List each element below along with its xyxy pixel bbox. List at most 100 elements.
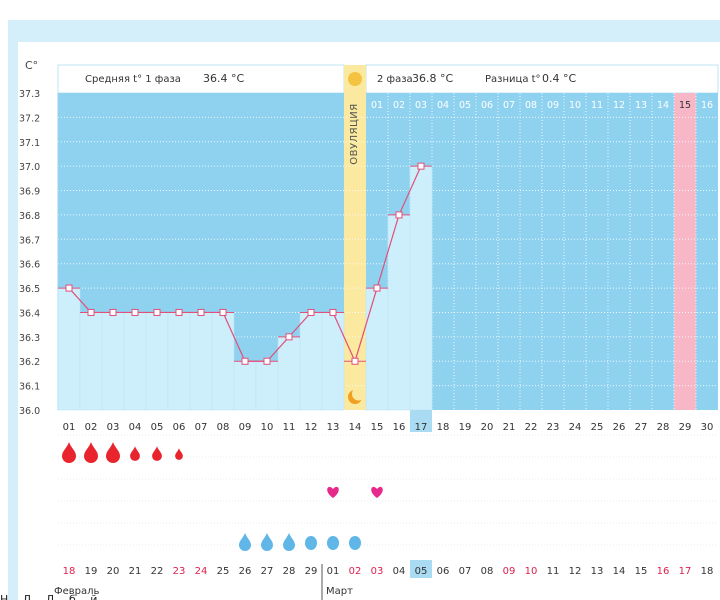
calendar-date-label: 16 bbox=[657, 566, 670, 577]
calendar-date-label: 11 bbox=[547, 566, 560, 577]
chart-bars-layer bbox=[57, 165, 433, 411]
temperature-bar bbox=[233, 360, 257, 411]
water-drop-icon bbox=[239, 533, 251, 551]
y-tick-label: 36.9 bbox=[19, 187, 40, 198]
calendar-date-label: 18 bbox=[701, 566, 714, 577]
calendar-date-label: 06 bbox=[437, 566, 450, 577]
cycle-day-label: 08 bbox=[217, 422, 230, 433]
temperature-point bbox=[241, 357, 249, 365]
temperature-point bbox=[153, 308, 161, 316]
phase2-header-box bbox=[365, 64, 719, 94]
chart-text-layer: C° Средняя t° 1 фаза 36.4 °C 2 фаза 36.8… bbox=[25, 59, 576, 165]
calendar-date-label: 20 bbox=[107, 566, 120, 577]
calendar-highlight-cell bbox=[410, 560, 432, 578]
phase2-day-label: 05 bbox=[459, 100, 471, 111]
difference-label: Разница t° bbox=[485, 74, 541, 85]
calendar-date-label: 08 bbox=[481, 566, 494, 577]
phase2-label: 2 фаза bbox=[377, 74, 413, 85]
y-tick-label: 37.0 bbox=[19, 162, 40, 173]
temperature-bar bbox=[387, 214, 411, 411]
temperature-point bbox=[395, 211, 403, 219]
temperature-bar bbox=[123, 312, 147, 411]
phase1-summary: Средняя t° 1 фаза 36.4 °C bbox=[85, 72, 244, 85]
cycle-day-label: 17 bbox=[415, 422, 428, 433]
water-drop-icon bbox=[261, 533, 273, 551]
phase2-day-label: 13 bbox=[635, 100, 647, 111]
phase2-value: 36.8 °C bbox=[412, 72, 453, 85]
temperature-point bbox=[373, 284, 381, 292]
calendar-date-label: 22 bbox=[151, 566, 164, 577]
phase2-day-label: 01 bbox=[371, 100, 383, 111]
temperature-bar bbox=[299, 312, 323, 411]
temperature-point bbox=[351, 357, 359, 365]
cycle-day-label: 19 bbox=[459, 422, 472, 433]
cycle-day-label: 26 bbox=[613, 422, 626, 433]
y-tick-label: 36.3 bbox=[19, 333, 40, 344]
cycle-day-label: 07 bbox=[195, 422, 208, 433]
cycle-day-label: 28 bbox=[657, 422, 670, 433]
temperature-bar bbox=[365, 287, 389, 411]
footer-legend: Н… Д… Д… б… й… bbox=[0, 593, 109, 600]
cycle-day-label: 11 bbox=[283, 422, 296, 433]
sun-icon bbox=[348, 72, 362, 86]
calendar-date-label: 25 bbox=[217, 566, 230, 577]
temperature-line-layer bbox=[58, 162, 432, 365]
phase2-day-label: 10 bbox=[569, 100, 581, 111]
water-drop-icon bbox=[283, 533, 295, 551]
calendar-date-label: 02 bbox=[349, 566, 362, 577]
heart-icon bbox=[327, 486, 339, 498]
blood-drop-icon bbox=[106, 442, 120, 463]
axis-labels-layer: 37.3 37.2 37.1 37.0 36.9 36.8 36.7 36.6 36.5 36.4… bbox=[19, 89, 713, 600]
blood-drop-icon bbox=[84, 442, 98, 463]
temperature-point bbox=[87, 308, 95, 316]
temperature-point bbox=[109, 308, 117, 316]
blood-drop-icon bbox=[130, 446, 140, 461]
temperature-bar bbox=[189, 312, 213, 411]
phase2-day-label: 11 bbox=[591, 100, 603, 111]
cycle-day-label: 25 bbox=[591, 422, 604, 433]
cycle-day-label: 20 bbox=[481, 422, 494, 433]
cycle-day-label: 03 bbox=[107, 422, 120, 433]
cycle-day-label: 16 bbox=[393, 422, 406, 433]
calendar-date-label: 15 bbox=[635, 566, 648, 577]
heart-icon bbox=[371, 486, 383, 498]
cycle-day-label: 13 bbox=[327, 422, 340, 433]
cycle-day-label: 05 bbox=[151, 422, 164, 433]
water-drop-icon bbox=[305, 536, 317, 550]
y-tick-label: 36.8 bbox=[19, 211, 40, 222]
cycle-day-label: 22 bbox=[525, 422, 538, 433]
cycle-day-label: 06 bbox=[173, 422, 186, 433]
phase1-label: Средняя t° 1 фаза bbox=[85, 74, 181, 85]
cycle-day-label: 29 bbox=[679, 422, 692, 433]
pink-day-column bbox=[674, 93, 696, 410]
calendar-date-label: 26 bbox=[239, 566, 252, 577]
cycle-day-label: 04 bbox=[129, 422, 142, 433]
phase2-day-label: 12 bbox=[613, 100, 625, 111]
calendar-date-label: 28 bbox=[283, 566, 296, 577]
calendar-date-label: 17 bbox=[679, 566, 692, 577]
y-tick-label: 37.3 bbox=[19, 89, 40, 100]
moon-cutout bbox=[352, 387, 365, 401]
y-tick-label: 36.4 bbox=[19, 308, 40, 319]
symptom-icons-layer bbox=[62, 72, 383, 551]
y-axis-unit: C° bbox=[25, 59, 38, 72]
calendar-date-label: 18 bbox=[63, 566, 76, 577]
temperature-point bbox=[263, 357, 271, 365]
cycle-day-label: 12 bbox=[305, 422, 318, 433]
chart-panel: C° Средняя t° 1 фаза 36.4 °C 2 фаза 36.8… bbox=[18, 42, 720, 600]
temperature-bar bbox=[211, 312, 235, 411]
temperature-bar bbox=[409, 165, 433, 411]
cycle-day-label: 30 bbox=[701, 422, 714, 433]
calendar-date-label: 07 bbox=[459, 566, 472, 577]
temperature-bar bbox=[255, 360, 279, 411]
phase2-pink-cell bbox=[674, 93, 696, 113]
temperature-point bbox=[329, 308, 337, 316]
phase2-day-label: 15 bbox=[679, 100, 691, 111]
temperature-point bbox=[307, 308, 315, 316]
cycle-day-label: 24 bbox=[569, 422, 582, 433]
month-label: Февраль bbox=[54, 586, 100, 597]
temperature-bar bbox=[79, 312, 103, 411]
water-drop-icon bbox=[349, 536, 361, 550]
cycle-day-label: 15 bbox=[371, 422, 384, 433]
temperature-point bbox=[65, 284, 73, 292]
